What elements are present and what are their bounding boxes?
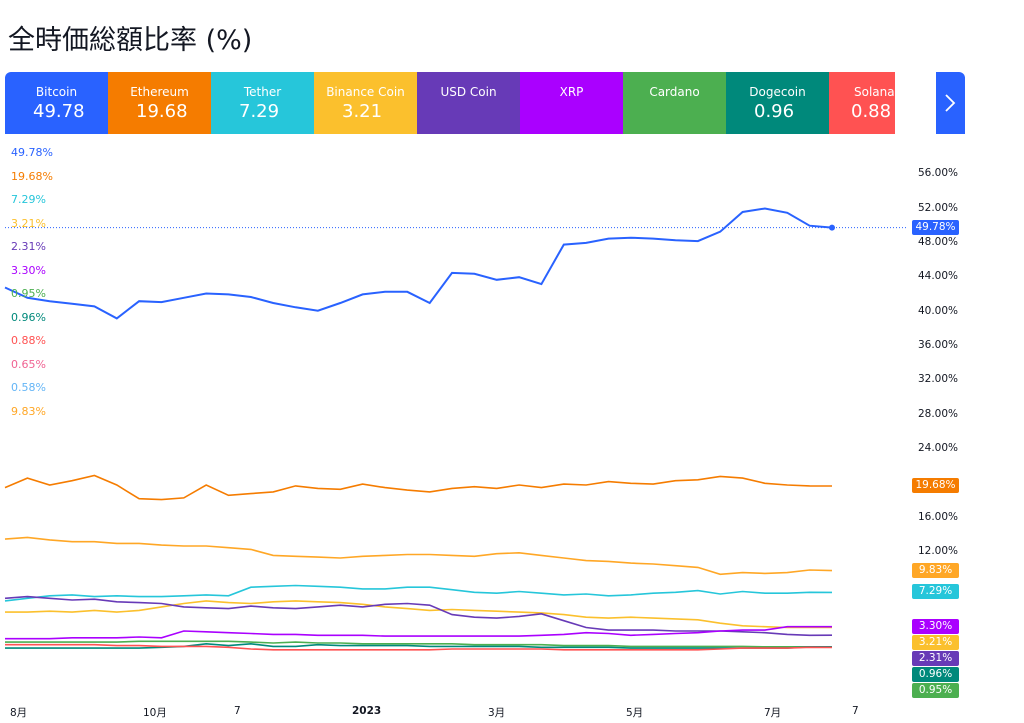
x-tick-label: 8月 <box>10 707 28 719</box>
y-tick-label: 36.00% <box>917 338 958 351</box>
tab-value: 0.88 <box>851 101 892 122</box>
legend-value: 2.31% <box>11 240 46 253</box>
last-value-badge: 3.30% <box>912 618 959 634</box>
y-tick-label: 32.00% <box>917 373 958 386</box>
tabs-next-button[interactable] <box>936 72 965 134</box>
legend-values: 49.78% 19.68% 7.29% 3.21% 2.31% 3.30% 0.95% 0.9… <box>11 146 53 428</box>
tab-label: Bitcoin <box>35 85 78 99</box>
legend-value: 3.30% <box>11 263 46 277</box>
tab-label: Cardano <box>649 85 700 99</box>
legend-value: 0.58% <box>11 381 46 394</box>
y-tick-label: 24.00% <box>917 441 958 454</box>
y-tick-label: 52.00% <box>917 201 958 214</box>
x-tick-label: 10月 <box>143 707 167 719</box>
tab-usd-coin[interactable]: USD Coin <box>417 72 520 134</box>
tab-bitcoin[interactable]: Bitcoin 49.78 <box>5 72 108 134</box>
last-value-badge: 7.29% <box>912 584 959 600</box>
legend-value: 9.83% <box>11 404 46 418</box>
series-line-binance-coin <box>5 600 833 629</box>
tab-tether[interactable]: Tether 7.29 <box>211 72 314 134</box>
tab-label: Solana <box>854 85 895 99</box>
legend-value: 0.95% <box>11 287 46 300</box>
tab-ethereum[interactable]: Ethereum 19.68 <box>108 72 211 134</box>
page-title: 全時価総額比率 (%) <box>8 25 253 56</box>
tab-label: Ethereum <box>130 85 189 99</box>
series-line-ethereum <box>4 474 833 501</box>
tab-label: Binance Coin <box>326 85 405 99</box>
tab-dogecoin[interactable]: Dogecoin 0.96 <box>726 72 829 134</box>
series-line-usd-coin <box>4 595 833 637</box>
x-tick-label: 7 <box>234 705 241 717</box>
tab-cardano[interactable]: Cardano <box>623 72 726 134</box>
series-line-solana <box>5 643 833 651</box>
y-tick-label: 16.00% <box>917 510 958 523</box>
tab-label: Dogecoin <box>749 85 806 99</box>
legend-value: 0.88% <box>11 334 46 347</box>
tab-value: 7.29 <box>239 101 280 122</box>
tab-value: 3.21 <box>342 101 383 122</box>
series-line-xrp <box>5 625 832 640</box>
y-tick-label: 44.00% <box>917 270 958 283</box>
tab-label: USD Coin <box>440 85 497 99</box>
legend-value: 0.65% <box>11 357 46 371</box>
legend-value: 49.78% <box>11 146 53 159</box>
last-value-badge: 0.96% <box>912 666 959 682</box>
legend-value: 3.21% <box>11 216 46 230</box>
series-line-dogecoin <box>5 642 832 649</box>
tab-xrp[interactable]: XRP <box>520 72 623 134</box>
last-point-marker <box>829 224 835 231</box>
legend-value: 0.96% <box>11 310 46 324</box>
y-tick-label: 12.00% <box>917 544 958 557</box>
series-line-cardano <box>5 640 832 648</box>
x-tick-label: 7 <box>852 705 859 717</box>
y-tick-label: 40.00% <box>917 304 958 317</box>
tab-label: XRP <box>559 85 584 99</box>
last-value-badge: 9.83% <box>912 562 959 578</box>
last-value-badge: 3.21% <box>912 634 959 650</box>
last-value-badge: 19.68% <box>912 478 959 494</box>
series-line-others <box>4 536 833 576</box>
y-tick-label: 28.00% <box>917 407 958 420</box>
tab-label: Tether <box>243 85 282 99</box>
tab-solana[interactable]: Solana 0.88 <box>829 72 895 134</box>
tab-value: 19.68 <box>136 101 188 122</box>
series-line-bitcoin <box>4 207 833 320</box>
last-value-badge: 49.78% <box>912 219 959 235</box>
x-tick-label: 3月 <box>488 707 506 719</box>
tab-value: 0.96 <box>754 101 795 122</box>
legend-value: 19.68% <box>11 169 53 183</box>
x-tick-label: 5月 <box>626 707 644 719</box>
last-value-badge: 0.95% <box>912 682 959 698</box>
series-line-tether <box>4 584 833 602</box>
last-value-badge: 2.31% <box>912 650 959 666</box>
x-tick-label: 7月 <box>764 707 782 719</box>
y-tick-label: 56.00% <box>917 167 958 180</box>
tab-value: 49.78 <box>33 101 85 122</box>
tab-binance-coin[interactable]: Binance Coin 3.21 <box>314 72 417 134</box>
legend-value: 7.29% <box>11 193 46 206</box>
coin-tabs: Bitcoin 49.78 Ethereum 19.68 Tether 7.29 Bi… <box>5 72 965 134</box>
x-tick-label: 2023 <box>352 705 382 717</box>
chevron-right-icon <box>945 94 956 112</box>
y-tick-label: 48.00% <box>917 235 958 248</box>
